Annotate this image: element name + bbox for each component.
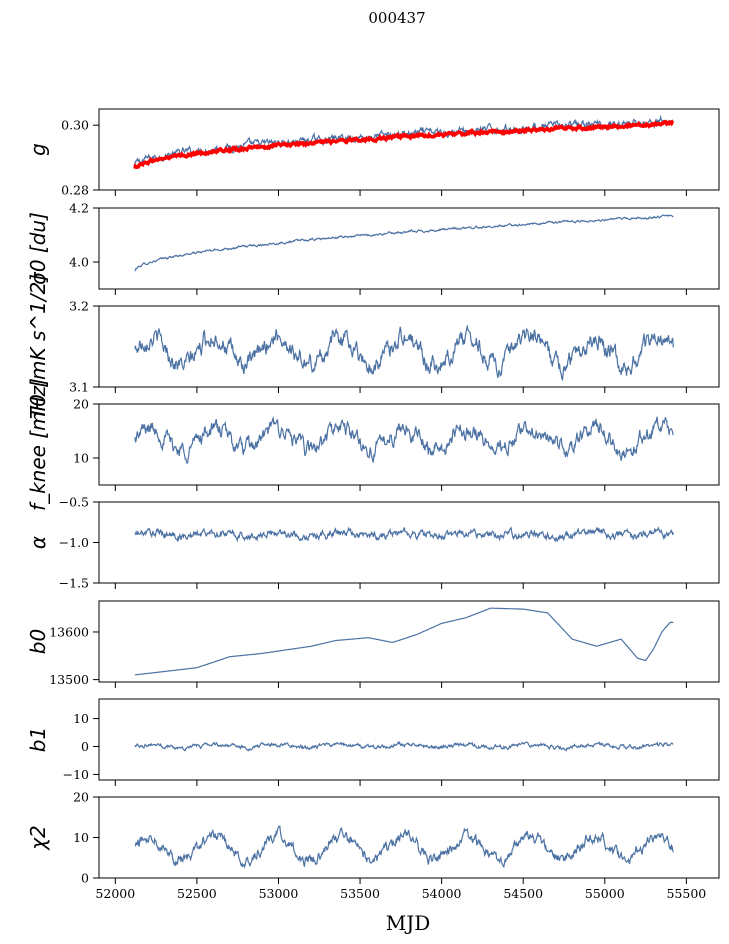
y-tick-label-fknee: 10 [73,451,89,466]
series-line-alpha-data [134,526,674,543]
series-line-T0-data [134,325,674,382]
series-line-fknee-data [134,416,674,465]
y-tick-label-T0: 3.1 [69,380,89,395]
panels-group: 0.28 0.30 g 4.0 4.2 σ0 [du] 3.1 3.2 T0 [mK s^1/2… [26,108,720,901]
axes-frame-T0 [98,305,720,388]
x-tick-label: 52000 [95,886,135,901]
y-tick-label-alpha: −0.5 [59,495,89,510]
y-tick-label-alpha: −1.0 [59,535,89,550]
y-tick-label-chi2: 0 [81,871,89,886]
x-tick-label: 55000 [585,886,625,901]
y-tick-label-b1: −10 [63,767,89,782]
series-line-sigma0-data [134,214,674,272]
axes-frame-chi2 [98,796,720,879]
y-tick-label-g: 0.28 [61,183,89,198]
axes-frame-b0 [98,600,720,683]
y-tick-label-sigma0: 4.0 [69,255,89,270]
y-tick-label-sigma0: 4.2 [69,201,89,216]
x-tick-label: 52500 [177,886,217,901]
panel-b1: −10 0 10 b1 [26,698,720,786]
x-tick-label: 54000 [422,886,462,901]
panel-sigma0: 4.0 4.2 σ0 [du] [26,201,720,295]
y-tick-label-b0: 13600 [49,624,89,639]
y-axis-label-T0: T0 [mK s^1/2] [26,274,50,419]
series-line-chi2-data [134,825,674,869]
x-tick-label: 55500 [666,886,706,901]
axes-frame-sigma0 [98,207,720,290]
y-tick-label-chi2: 20 [73,790,89,805]
y-axis-label-g: g [26,143,50,156]
series-line-g-model [133,119,675,170]
series-line-b0-data [134,607,674,676]
axes-frame-b1 [98,698,720,781]
x-tick-label: 53000 [259,886,299,901]
panel-alpha: −1.5 −1.0 −0.5 α [26,495,720,591]
y-tick-label-alpha: −1.5 [59,576,89,591]
y-tick-label-b0: 13500 [49,672,89,687]
y-tick-label-g: 0.30 [61,118,89,133]
x-axis-label: MJD [386,911,431,935]
y-tick-label-b1: 0 [81,739,89,754]
y-axis-label-alpha: α [26,536,50,549]
figure-title: 000437 [368,9,425,27]
x-tick-label: 54500 [503,886,543,901]
y-tick-label-chi2: 10 [73,830,89,845]
y-axis-label-b1: b1 [26,727,50,752]
y-tick-label-b1: 10 [73,711,89,726]
y-axis-label-sigma0: σ0 [du] [26,212,50,285]
axes-frame-alpha [98,501,720,584]
axes-frame-g [98,108,720,191]
series-line-b1-data [134,740,674,752]
y-axis-label-b0: b0 [26,629,50,654]
y-tick-label-T0: 3.2 [69,299,89,314]
panel-chi2: 0 10 20 52000 52500 53000 53500 54000 54500 55000… [26,790,720,901]
x-tick-label: 53500 [340,886,380,901]
y-axis-label-chi2: χ2 [26,825,50,851]
series-line-g-data [134,114,674,166]
panel-fknee: 10 20 f_knee [mHz] [26,378,720,511]
y-tick-label-fknee: 20 [73,397,89,412]
panel-g: 0.28 0.30 g [26,108,720,198]
y-axis-label-fknee: f_knee [mHz] [26,378,50,511]
panel-T0: 3.1 3.2 T0 [mK s^1/2] [26,274,720,419]
axes-frame-fknee [98,403,720,486]
